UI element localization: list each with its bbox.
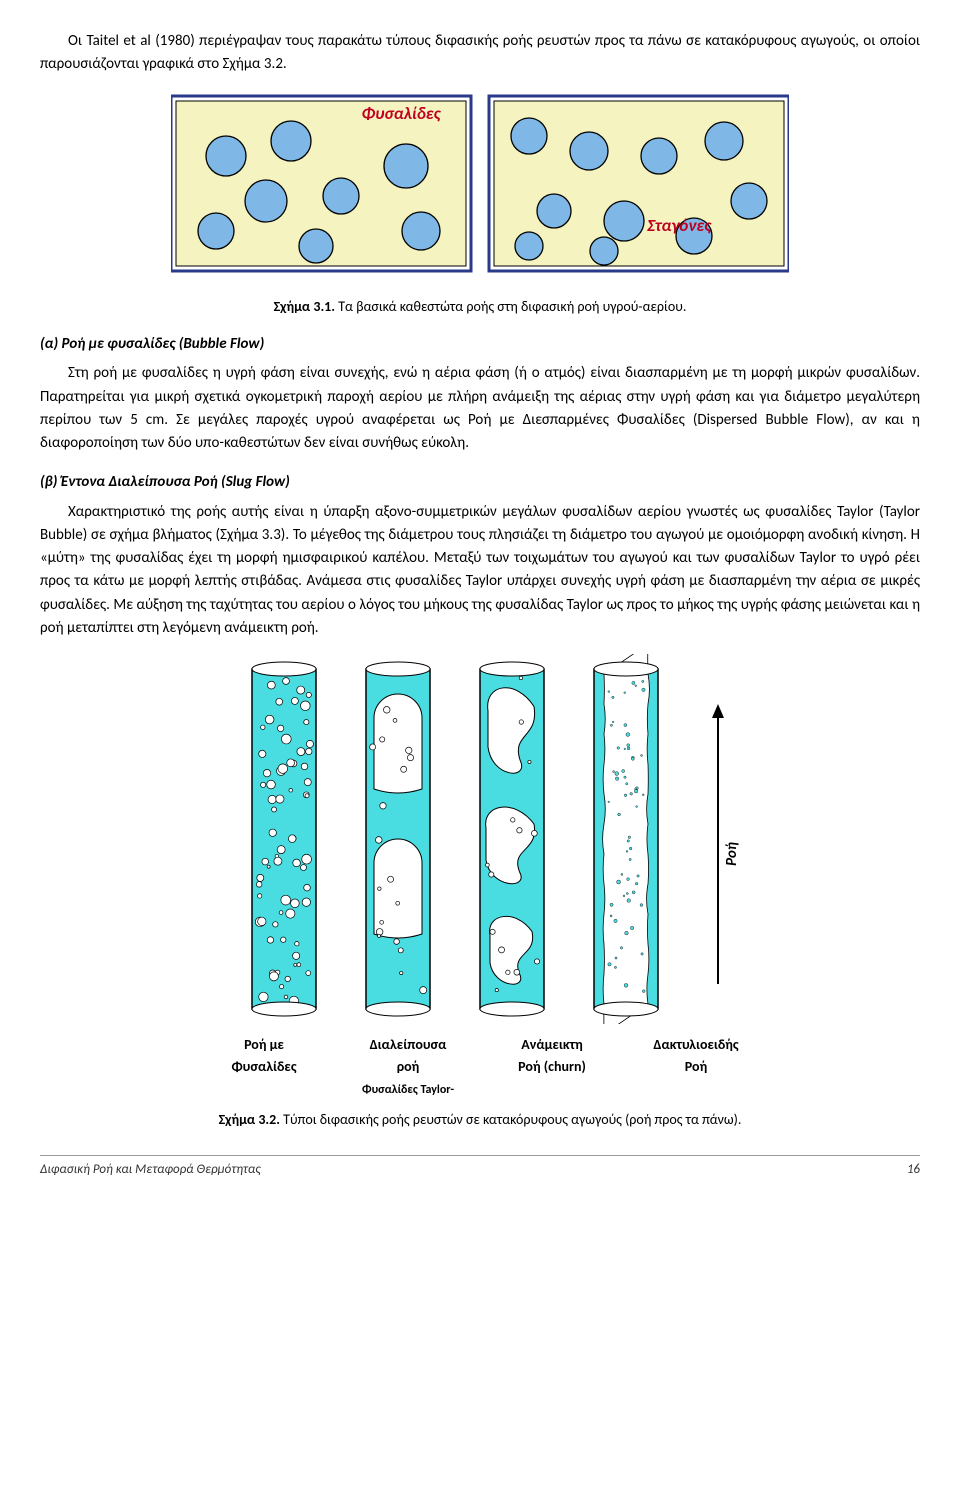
flow-type-label: Ροή μεΦυσαλίδες (209, 1034, 319, 1099)
flow-type-label: ΑνάμεικτηΡοή (churn) (497, 1034, 607, 1099)
flow-type-label: ΔιαλείπουσαροήΦυσαλίδες Taylor- (353, 1034, 463, 1099)
flow-type-label: ΔακτυλιοειδήςΡοή (641, 1034, 751, 1099)
figure-3-2-caption: Σχήμα 3.2. Τύποι διφασικής ροής ρευστών … (40, 1109, 920, 1131)
figure-3-2: Ροή Ροή μεΦυσαλίδες ΔιαλείπουσαροήΦυσαλίδ… (40, 654, 920, 1099)
footer-page-number: 16 (907, 1160, 920, 1180)
figure-3-1-caption-text: Τα βασικά καθεστώτα ροής στη διφασική ρο… (335, 298, 686, 315)
figure-3-2-caption-bold: Σχήμα 3.2. (219, 1111, 280, 1128)
section-b-heading: (β) Έντονα Διαλείπουσα Ροή (Slug Flow) (40, 471, 920, 494)
figure-3-2-svg: Ροή (192, 654, 768, 1024)
section-b-body: Χαρακτηριστικό της ροής αυτής είναι η ύπ… (40, 501, 920, 641)
svg-text:Ροή: Ροή (723, 842, 741, 866)
svg-text:Σταγόνες: Σταγόνες (647, 215, 712, 236)
figure-3-2-caption-text: Τύποι διφασικής ροής ρευστών σε κατακόρυ… (280, 1111, 741, 1128)
section-a-body: Στη ροή με φυσαλίδες η υγρή φάση είναι σ… (40, 362, 920, 455)
footer-title: Διφασική Ροή και Μεταφορά Θερμότητας (40, 1160, 261, 1180)
figure-3-2-labels: Ροή μεΦυσαλίδες ΔιαλείπουσαροήΦυσαλίδες T… (200, 1034, 760, 1099)
figure-3-1: Φυσαλίδες Σταγόνες (40, 91, 920, 286)
page-footer: Διφασική Ροή και Μεταφορά Θερμότητας 16 (40, 1155, 920, 1180)
section-a-heading: (α) Ροή με φυσαλίδες (Bubble Flow) (40, 333, 920, 356)
figure-3-1-caption: Σχήμα 3.1. Τα βασικά καθεστώτα ροής στη … (40, 296, 920, 318)
svg-text:Φυσαλίδες: Φυσαλίδες (362, 103, 442, 124)
figure-3-1-caption-bold: Σχήμα 3.1. (274, 298, 335, 315)
intro-paragraph: Οι Taitel et al (1980) περιέγραψαν τους … (40, 30, 920, 77)
figure-3-1-svg: Φυσαλίδες Σταγόνες (171, 91, 789, 286)
